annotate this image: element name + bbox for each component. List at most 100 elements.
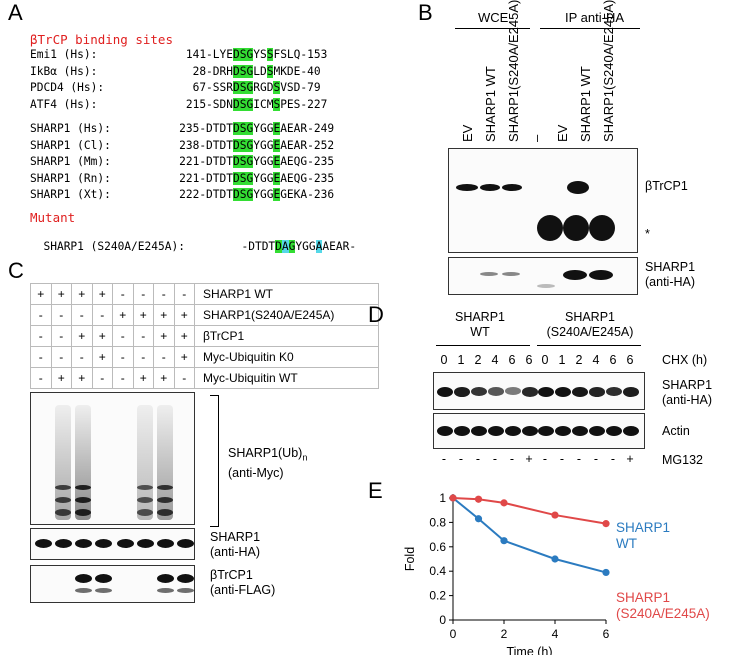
time-label: 6 [508, 353, 516, 367]
band [75, 539, 92, 548]
mg132-sign: - [475, 452, 481, 466]
mg132-sign: - [576, 452, 582, 466]
time-label: 0 [440, 353, 448, 367]
band [623, 426, 639, 436]
data-point [551, 555, 559, 563]
time-label: 2 [474, 353, 482, 367]
band [480, 272, 498, 276]
time-label: 0 [541, 353, 549, 367]
band [471, 387, 487, 397]
band [137, 485, 153, 490]
ub-bracket [210, 395, 219, 527]
condition-sign: + [71, 367, 93, 389]
band [75, 574, 92, 583]
y-tick-label: 1 [439, 491, 446, 505]
condition-sign: + [91, 325, 113, 347]
band [75, 588, 92, 593]
band [480, 184, 500, 191]
condition-sign: - [153, 346, 175, 368]
blot-c-ub-label: SHARP1(Ub)n (anti-Myc) [228, 446, 308, 480]
condition-sign: + [30, 283, 52, 305]
band [572, 387, 588, 397]
band [55, 539, 72, 548]
condition-label: SHARP1 WT [194, 283, 379, 305]
band [471, 426, 487, 436]
mg132-sign: - [441, 452, 447, 466]
band [606, 387, 622, 397]
series-label: SHARP1 [616, 520, 670, 535]
time-label: 1 [457, 353, 465, 367]
ub-smear [55, 405, 71, 520]
blot-b-star: * [645, 227, 650, 241]
x-tick-label: 6 [603, 627, 610, 641]
y-axis-label: Fold [403, 547, 417, 571]
condition-sign: - [112, 367, 134, 389]
condition-label: Myc-Ubiquitin WT [194, 367, 379, 389]
blot-c-btrcp1 [30, 565, 195, 603]
x-tick-label: 2 [501, 627, 508, 641]
lane-label: – [529, 134, 544, 142]
mg132-sign: + [525, 452, 533, 466]
sequence-row: SHARP1 (Rn): 221-DTDTDSGYGGEAEQG-235 [30, 171, 335, 185]
y-tick-label: 0.2 [429, 589, 446, 603]
x-axis-label: Time (h) [506, 645, 552, 655]
time-label: 4 [592, 353, 600, 367]
panel-c-condition-table: + + + + - - - - SHARP1 WT - - - - + + + + SHARP1(S240A/E2… [30, 283, 379, 389]
sequence-row: IkBα (Hs): 28-DRHDSGLDSMKDE-40 [30, 64, 321, 78]
panel-d-label: D [368, 302, 384, 327]
band [538, 426, 554, 436]
condition-sign: + [173, 325, 195, 347]
sequence-row: SHARP1 (Hs): 235-DTDTDSGYGGEAEAR-249 [30, 122, 335, 135]
condition-sign: + [91, 346, 113, 368]
series-label: SHARP1 [616, 590, 670, 605]
condition-sign: + [50, 283, 72, 305]
condition-sign: + [153, 325, 175, 347]
series-label: WT [616, 536, 637, 551]
condition-sign: - [112, 325, 134, 347]
blot-d-actin-label: Actin [662, 424, 690, 438]
band [157, 497, 173, 503]
mg132-label: MG132 [662, 453, 703, 467]
mutant-sequence: SHARP1 (S240A/E245A): -DTDTDAGYGGAAEAR- [43, 240, 357, 253]
band [589, 426, 605, 436]
time-label: 4 [491, 353, 499, 367]
condition-sign: + [71, 283, 93, 305]
group-wt-label: SHARP1 WT [454, 310, 506, 339]
band [157, 485, 173, 490]
ip-label: IP anti-HA [565, 10, 625, 25]
condition-row: - - + + - - + + βTrCP1 [30, 325, 379, 347]
panel-a-label: A [8, 0, 23, 25]
condition-sign: + [153, 304, 175, 326]
data-point [500, 499, 508, 507]
condition-sign: + [132, 367, 154, 389]
lane-label: SHARP1(S240A/E245A) [601, 0, 616, 142]
band [177, 539, 194, 548]
condition-sign: - [30, 304, 52, 326]
band [522, 387, 538, 397]
ip-bracket [540, 28, 640, 29]
band [567, 181, 589, 194]
binding-sites-title: βTrCP binding sites [30, 32, 173, 47]
band [55, 497, 71, 503]
band [522, 426, 538, 436]
panel-e-label: E [368, 478, 383, 503]
condition-sign: - [132, 346, 154, 368]
condition-sign: - [132, 325, 154, 347]
time-label: 1 [558, 353, 566, 367]
band [502, 272, 520, 276]
condition-sign: + [91, 283, 113, 305]
data-point [602, 520, 610, 528]
panel-c-label: C [8, 258, 24, 283]
wce-bracket [455, 28, 530, 29]
condition-label: Myc-Ubiquitin K0 [194, 346, 379, 368]
band [137, 539, 154, 548]
condition-sign: - [50, 304, 72, 326]
condition-sign: - [50, 325, 72, 347]
band [589, 215, 615, 241]
x-tick-label: 0 [450, 627, 457, 641]
mg132-sign: + [626, 452, 634, 466]
mutant-name: SHARP1 (S240A/E245A): [43, 240, 185, 253]
band [505, 426, 521, 436]
sequence-row: SHARP1 (Xt): 222-DTDTDSGYGGEGEKA-236 [30, 188, 335, 201]
